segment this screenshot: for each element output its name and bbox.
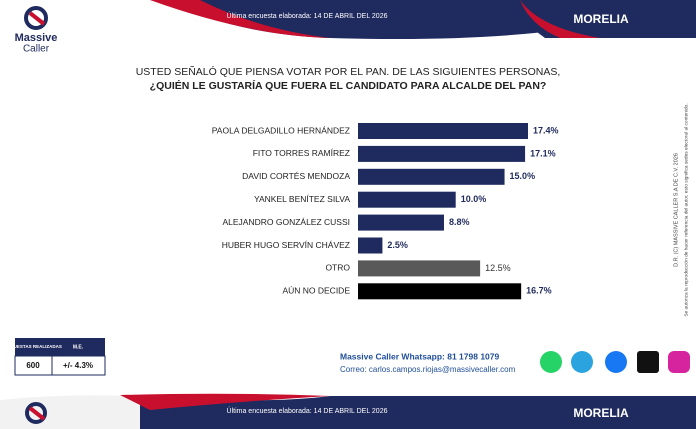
facebook-icon[interactable] bbox=[605, 351, 627, 373]
category-label: ALEJANDRO GONZÁLEZ CUSSI bbox=[222, 217, 350, 227]
survey-date: Última encuesta elaborada: 14 DE ABRIL D… bbox=[227, 11, 388, 20]
category-label: PAOLA DELGADILLO HERNÁNDEZ bbox=[212, 125, 350, 135]
legal-text: D.R. (C) MASSIVE CALLER S.A DE C.V. 2026 bbox=[673, 153, 679, 267]
bar bbox=[358, 191, 456, 208]
table-cell: 600 bbox=[26, 361, 40, 370]
value-label: 10.0% bbox=[461, 194, 487, 204]
bar bbox=[358, 123, 528, 139]
footer-region: MORELIA bbox=[573, 406, 629, 420]
table-header bbox=[15, 338, 105, 356]
value-label: 2.5% bbox=[387, 240, 408, 250]
chart-title: USTED SEÑALÓ QUE PIENSA VOTAR POR EL PAN… bbox=[136, 65, 561, 78]
category-label: HUBER HUGO SERVÍN CHÁVEZ bbox=[222, 240, 350, 250]
contact-whatsapp: Massive Caller Whatsapp: 81 1798 1079 bbox=[340, 351, 499, 361]
logo bbox=[24, 6, 48, 30]
chart-subtitle: ¿QUIÉN LE GUSTARÍA QUE FUERA EL CANDIDAT… bbox=[150, 79, 547, 92]
contact-email: Correo: carlos.campos.riojas@massivecall… bbox=[340, 365, 516, 374]
bar bbox=[358, 214, 444, 231]
bar bbox=[358, 237, 383, 254]
value-label: 8.8% bbox=[449, 217, 470, 227]
header-accent bbox=[150, 0, 330, 38]
category-label: OTRO bbox=[325, 263, 350, 273]
footer-survey-date: Última encuesta elaborada: 14 DE ABRIL D… bbox=[227, 406, 388, 415]
table-header-cell: ENCUESTAS REALIZADAS bbox=[4, 344, 62, 349]
value-label: 16.7% bbox=[526, 286, 552, 296]
footer-logo bbox=[25, 402, 47, 424]
category-label: AÚN NO DECIDE bbox=[282, 286, 350, 296]
table-row bbox=[14, 355, 106, 376]
footer-region-box bbox=[545, 396, 696, 429]
table-header-cell: M.E. bbox=[73, 344, 84, 350]
category-label: FITO TORRES RAMÍREZ bbox=[253, 148, 350, 158]
legal-text: Se autoriza la reproducción de hacer ref… bbox=[683, 103, 689, 316]
bar bbox=[358, 168, 505, 185]
value-label: 17.4% bbox=[533, 125, 559, 135]
bar bbox=[358, 145, 526, 162]
footer-accent bbox=[120, 393, 330, 410]
bar bbox=[358, 283, 522, 300]
footer-band bbox=[140, 395, 560, 429]
telegram-icon[interactable] bbox=[571, 351, 593, 373]
whatsapp-icon[interactable] bbox=[540, 351, 562, 373]
brand: Caller bbox=[23, 44, 50, 55]
table-cell: +/- 4.3% bbox=[63, 361, 93, 370]
instagram-icon[interactable] bbox=[668, 351, 690, 373]
bar bbox=[358, 260, 481, 277]
brand: Massive bbox=[15, 32, 58, 44]
category-label: YANKEL BENÍTEZ SILVA bbox=[254, 194, 350, 204]
region: MORELIA bbox=[573, 12, 629, 26]
x-icon[interactable] bbox=[637, 351, 659, 373]
value-label: 12.5% bbox=[485, 263, 511, 273]
value-label: 17.1% bbox=[530, 148, 556, 158]
category-label: DAVID CORTÉS MENDOZA bbox=[242, 171, 350, 181]
region-accent bbox=[520, 0, 600, 38]
value-label: 15.0% bbox=[510, 171, 536, 181]
